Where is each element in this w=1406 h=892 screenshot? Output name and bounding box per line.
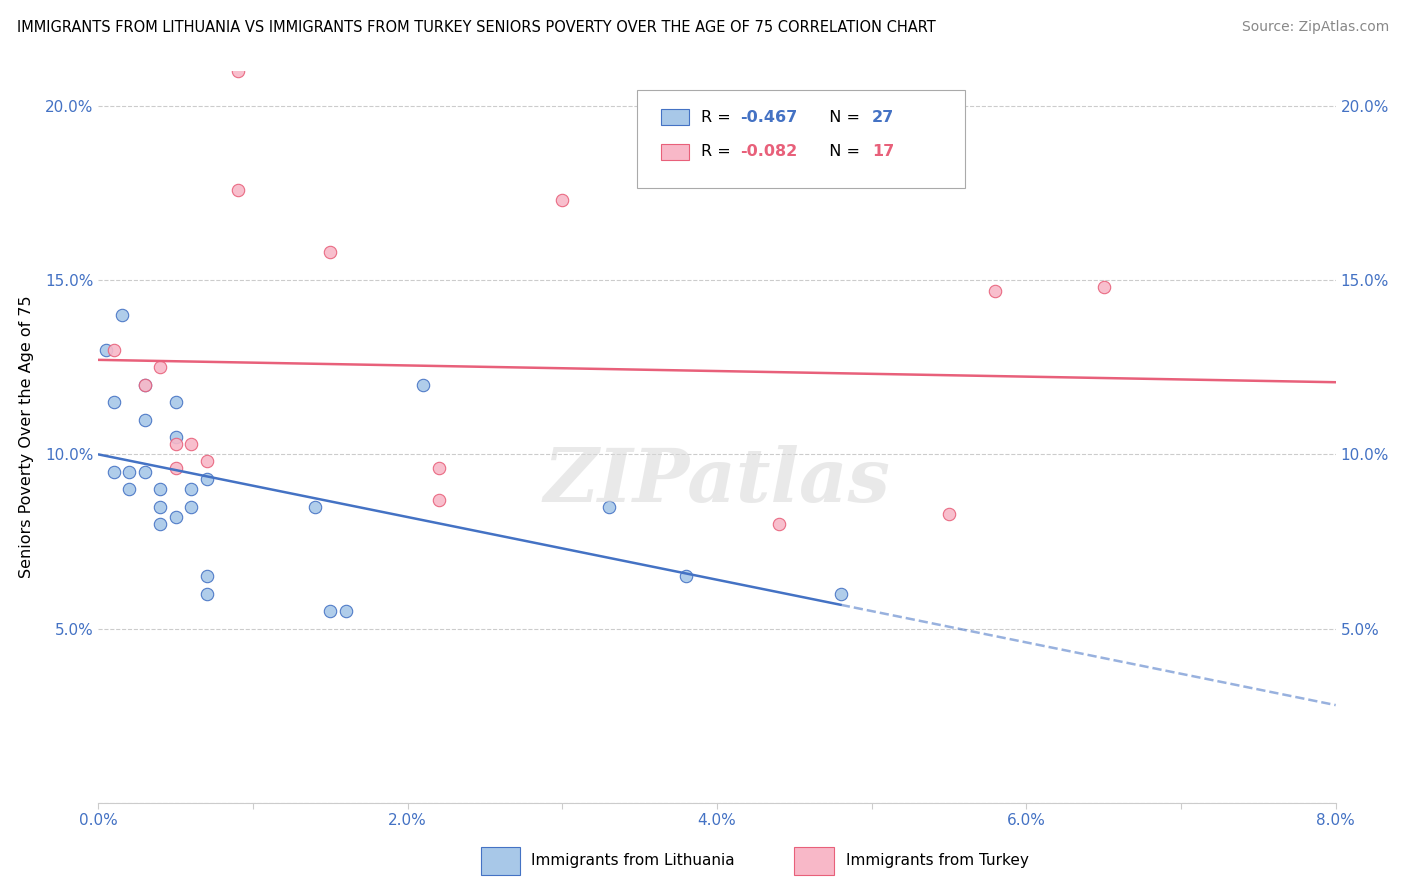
Point bbox=[226, 64, 249, 78]
Point bbox=[149, 483, 172, 497]
Point bbox=[165, 461, 187, 475]
Text: -0.467: -0.467 bbox=[741, 110, 797, 125]
Point bbox=[118, 465, 141, 479]
Point bbox=[134, 377, 156, 392]
Point bbox=[195, 472, 218, 486]
Point bbox=[830, 587, 852, 601]
Point bbox=[319, 604, 342, 618]
Point bbox=[195, 569, 218, 583]
Point bbox=[768, 517, 790, 532]
Point bbox=[165, 510, 187, 524]
Point bbox=[938, 507, 960, 521]
Point bbox=[134, 465, 156, 479]
FancyBboxPatch shape bbox=[481, 847, 520, 874]
Point bbox=[304, 500, 326, 514]
Point bbox=[111, 308, 134, 322]
Point bbox=[180, 483, 202, 497]
Point bbox=[103, 395, 125, 409]
Point bbox=[134, 412, 156, 426]
Point bbox=[319, 245, 342, 260]
Text: 17: 17 bbox=[872, 145, 894, 160]
Point bbox=[551, 193, 574, 207]
Point bbox=[427, 461, 450, 475]
Point bbox=[412, 377, 434, 392]
Text: R =: R = bbox=[702, 110, 735, 125]
Text: ZIPatlas: ZIPatlas bbox=[544, 445, 890, 517]
Text: N =: N = bbox=[818, 145, 865, 160]
Point bbox=[165, 430, 187, 444]
Point bbox=[149, 500, 172, 514]
Point bbox=[598, 500, 620, 514]
FancyBboxPatch shape bbox=[637, 90, 965, 188]
Point bbox=[165, 395, 187, 409]
Text: -0.082: -0.082 bbox=[741, 145, 797, 160]
Point bbox=[96, 343, 118, 357]
Point bbox=[335, 604, 357, 618]
Point bbox=[103, 465, 125, 479]
Point bbox=[118, 483, 141, 497]
Point bbox=[675, 569, 697, 583]
Point bbox=[226, 183, 249, 197]
Text: Source: ZipAtlas.com: Source: ZipAtlas.com bbox=[1241, 20, 1389, 34]
Text: 27: 27 bbox=[872, 110, 894, 125]
Point bbox=[149, 360, 172, 375]
Point bbox=[165, 437, 187, 451]
Text: N =: N = bbox=[818, 110, 865, 125]
Point bbox=[180, 500, 202, 514]
Point bbox=[149, 517, 172, 532]
Point bbox=[984, 284, 1007, 298]
Text: Immigrants from Lithuania: Immigrants from Lithuania bbox=[531, 854, 735, 868]
Point bbox=[427, 492, 450, 507]
Text: Immigrants from Turkey: Immigrants from Turkey bbox=[846, 854, 1029, 868]
Text: R =: R = bbox=[702, 145, 735, 160]
FancyBboxPatch shape bbox=[661, 144, 689, 160]
Point bbox=[103, 343, 125, 357]
Point bbox=[134, 377, 156, 392]
FancyBboxPatch shape bbox=[794, 847, 834, 874]
FancyBboxPatch shape bbox=[661, 110, 689, 126]
Text: IMMIGRANTS FROM LITHUANIA VS IMMIGRANTS FROM TURKEY SENIORS POVERTY OVER THE AGE: IMMIGRANTS FROM LITHUANIA VS IMMIGRANTS … bbox=[17, 20, 935, 35]
Y-axis label: Seniors Poverty Over the Age of 75: Seniors Poverty Over the Age of 75 bbox=[20, 296, 34, 578]
Point bbox=[1092, 280, 1115, 294]
Point bbox=[195, 587, 218, 601]
Point bbox=[180, 437, 202, 451]
Point bbox=[195, 454, 218, 468]
